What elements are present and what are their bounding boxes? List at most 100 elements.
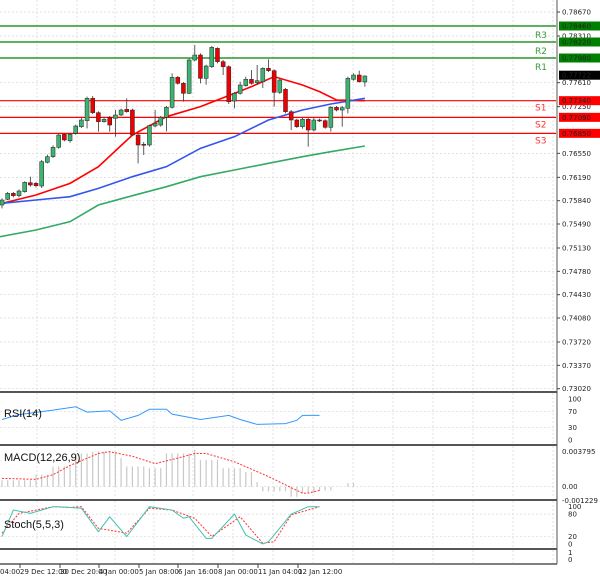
rsi-axis-label: 100: [568, 396, 581, 404]
candle-bull: [147, 125, 152, 146]
candle-bear: [141, 144, 146, 146]
candle-bull: [260, 68, 266, 82]
extra-pane-axis-label: 0: [568, 556, 572, 564]
macd-signal-line: [1, 451, 320, 494]
current-price-label: 0.77722: [562, 72, 591, 80]
price-tick-label: 0.75840: [562, 197, 591, 205]
candle-bear: [266, 68, 271, 71]
candles: [0, 45, 368, 209]
candle-bull: [56, 134, 61, 148]
level-price-label: 0.78220: [562, 39, 591, 47]
candle-bull: [311, 119, 317, 131]
candle-bull: [84, 98, 90, 121]
stoch-main-line: [1, 506, 320, 545]
moving-average-line-1: [1, 97, 366, 205]
price-tick-label: 0.75130: [562, 245, 591, 253]
current-price-box: [559, 70, 600, 80]
candle-bull: [362, 75, 368, 83]
time-tick-label: 8 Jan 00:00: [218, 568, 258, 576]
candle-bull: [22, 182, 27, 192]
candle-bull: [158, 117, 164, 126]
stoch-axis-label: 20: [568, 533, 577, 541]
time-tick-label: 4 Jan 00:00: [99, 568, 139, 576]
level-label-r1: R1: [535, 63, 547, 73]
time-tick-label: 6 Jan 16:00: [178, 568, 218, 576]
stoch-label: Stoch(5,5,3): [4, 519, 64, 531]
candle-bear: [271, 70, 277, 93]
candle-bear: [283, 89, 288, 112]
level-label-s3: S3: [535, 136, 546, 146]
candle-bull: [254, 80, 260, 83]
candle-bull: [351, 74, 356, 80]
candle-bull: [237, 84, 243, 94]
candle-bull: [39, 161, 44, 187]
rsi-axis-label: 70: [568, 408, 577, 416]
candle-bull: [79, 119, 84, 127]
candle-bear: [226, 66, 232, 102]
level-price-label: 0.77980: [562, 55, 591, 63]
candle-bull: [152, 123, 158, 127]
level-price-box: [559, 96, 600, 106]
stoch-axis-label: 80: [568, 511, 577, 519]
level-price-label: 0.77090: [562, 114, 591, 122]
candle-bear: [135, 134, 141, 146]
moving-averages: [0, 75, 366, 238]
candle-bull: [50, 147, 56, 157]
candle-bull: [113, 114, 118, 119]
candle-bull: [169, 77, 175, 108]
candle-bear: [124, 109, 129, 112]
candle-bear: [11, 193, 16, 196]
moving-average-line-2: [0, 145, 366, 238]
candle-bull: [67, 134, 73, 141]
candle-bear: [305, 119, 311, 131]
candle-bull: [45, 156, 50, 163]
stoch-axis-label: 0: [568, 541, 572, 549]
candle-bear: [198, 54, 203, 79]
price-tick-label: 0.77610: [562, 79, 591, 87]
level-label-s1: S1: [535, 104, 546, 114]
rsi-label: RSI(14): [4, 408, 42, 420]
level-price-label: 0.77340: [562, 97, 591, 105]
candle-bull: [339, 107, 345, 111]
candle-bear: [107, 117, 112, 126]
moving-average-line-0: [1, 75, 365, 205]
candle-bear: [317, 119, 322, 122]
candle-bear: [181, 83, 186, 94]
price-tick-label: 0.73720: [562, 339, 591, 347]
candle-bull: [192, 54, 198, 61]
level-label-s2: S2: [535, 120, 546, 130]
candle-bear: [322, 120, 328, 128]
time-tick-label: 29 Dec 12:00: [20, 568, 67, 576]
candle-bear: [249, 79, 254, 84]
candle-bear: [215, 48, 220, 62]
candle-bull: [73, 125, 78, 134]
candle-bear: [62, 134, 67, 141]
candle-bull: [277, 79, 283, 93]
time-tick-label: 30 Dec 20:00: [60, 568, 107, 576]
time-tick-label: 5 Jan 08:00: [139, 568, 179, 576]
price-tick-label: 0.78310: [562, 33, 591, 41]
support-resistance-levels: R3 R2 R1 S1 S2 S3: [0, 25, 556, 146]
time-tick-label: 11 Jan 04:00: [258, 568, 302, 576]
price-tick-label: 0.75490: [562, 221, 591, 229]
level-price-label: 0.76850: [562, 130, 591, 138]
macd-axis-label: -0.001229: [562, 497, 598, 505]
candle-bear: [90, 98, 95, 113]
candle-bull: [0, 199, 5, 206]
level-price-box: [559, 37, 600, 47]
candle-bull: [186, 59, 192, 94]
price-tick-label: 0.73370: [562, 362, 591, 370]
candle-bear: [175, 77, 181, 84]
level-label-r2: R2: [535, 47, 547, 57]
candle-bear: [294, 119, 300, 127]
candle-bull: [328, 107, 334, 128]
candle-bear: [28, 182, 33, 186]
rsi-axis-label: 30: [568, 424, 577, 432]
candle-bear: [334, 107, 339, 111]
candle-bear: [288, 111, 294, 121]
price-tick-label: 0.74430: [562, 291, 591, 299]
candle-bull: [232, 93, 237, 102]
